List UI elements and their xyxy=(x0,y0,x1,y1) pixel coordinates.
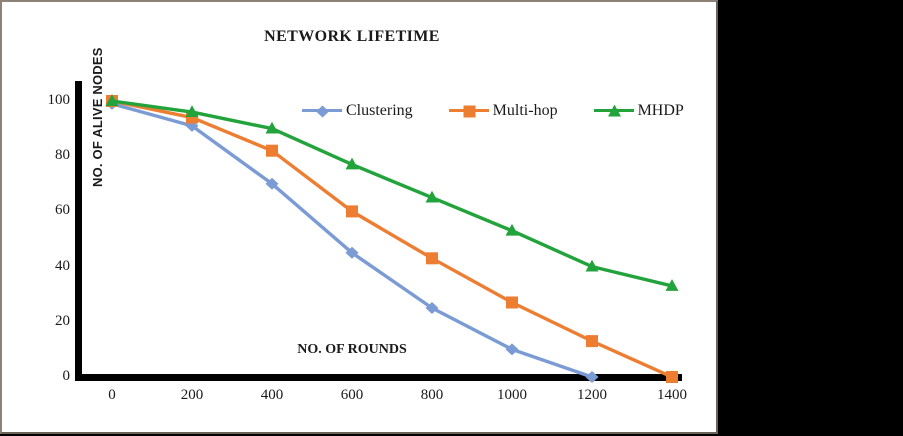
legend-marker xyxy=(316,105,329,118)
legend-marker xyxy=(463,105,476,118)
x-axis-tick-labels: 0 200 400 600 800 1000 1200 1400 xyxy=(2,2,720,436)
x-tick-label: 400 xyxy=(260,387,284,403)
chart-title: NETWORK LIFETIME xyxy=(264,28,440,45)
legend-label: Multi-hop xyxy=(492,102,558,119)
square-marker-icon xyxy=(448,102,489,120)
legend-item-multi-hop[interactable]: Multi-hop xyxy=(448,102,558,120)
x-tick-label: 1400 xyxy=(657,387,687,403)
chart-legend: Clustering Multi-hop MHDP xyxy=(302,102,684,120)
diamond-marker-icon xyxy=(302,102,342,120)
x-axis-title: NO. OF ROUNDS xyxy=(297,342,407,357)
chart-figure-panel: NETWORK LIFETIME 0 20 40 60 80 100 0 200 400 600… xyxy=(0,0,718,434)
y-axis-line xyxy=(75,81,82,381)
y-tick-label: 0 xyxy=(62,368,71,384)
y-tick-label: 60 xyxy=(55,202,70,219)
x-tick-label: 200 xyxy=(180,387,204,403)
x-tick-label: 1000 xyxy=(497,387,527,403)
legend-label: Clustering xyxy=(346,102,413,119)
legend-label: MHDP xyxy=(637,102,684,119)
y-tick-label: 20 xyxy=(55,312,70,329)
y-axis-tick-labels: 0 20 40 60 80 100 xyxy=(22,2,71,436)
x-tick-label: 1200 xyxy=(577,387,607,403)
legend-item-clustering[interactable]: Clustering xyxy=(302,102,413,120)
plot-area: 0 20 40 60 80 100 0 200 400 600 800 1000 1200 1400 N… xyxy=(2,2,720,436)
legend-item-mhdp[interactable]: MHDP xyxy=(593,102,684,120)
y-tick-label: 100 xyxy=(47,92,71,108)
x-tick-label: 600 xyxy=(340,387,364,403)
y-tick-label: 80 xyxy=(55,147,70,164)
y-axis-title: NO. OF ALIVE NODES xyxy=(90,47,105,187)
y-tick-label: 40 xyxy=(55,257,70,274)
x-tick-label: 800 xyxy=(420,387,444,403)
triangle-marker-icon xyxy=(593,102,634,120)
legend-marker xyxy=(607,104,621,117)
x-tick-label: 0 xyxy=(108,387,116,403)
